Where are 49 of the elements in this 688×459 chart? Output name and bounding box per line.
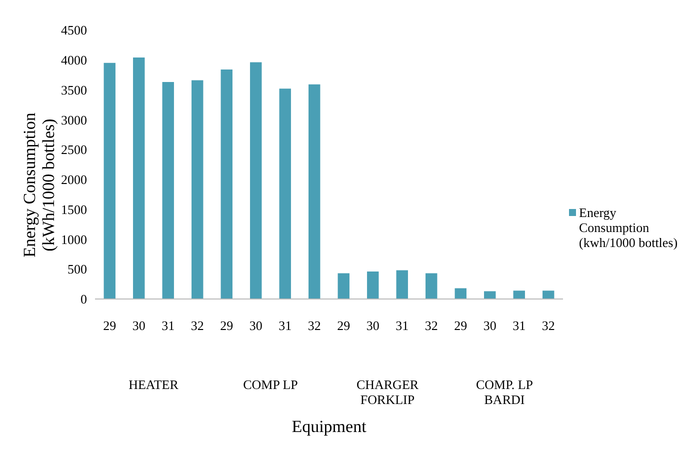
bar (338, 273, 350, 299)
y-tick-label: 2500 (61, 142, 87, 158)
bar (279, 88, 291, 299)
bar (250, 62, 262, 299)
bar (367, 272, 379, 299)
y-axis-title: Energy Consumption (kWh/1000 bottles) (20, 111, 59, 259)
legend-label: Energy Consumption (kwh/1000 bottles) (579, 205, 679, 250)
x-tick-label: 30 (366, 318, 380, 334)
x-tick-label: 29 (337, 318, 350, 334)
y-tick-label: 2000 (61, 172, 87, 188)
x-tick-label: 31 (396, 318, 409, 334)
bar (426, 273, 438, 299)
text: CHARGER FORKLIP (355, 377, 420, 407)
bar (454, 288, 466, 299)
x-tick-label: 30 (132, 318, 146, 334)
bar (308, 84, 320, 299)
bar (162, 82, 174, 299)
x-tick-label: 30 (249, 318, 262, 334)
x-tick-label: 29 (220, 318, 234, 334)
x-tick-label: 31 (512, 318, 526, 334)
x-tick-label: 29 (103, 318, 116, 334)
x-tick-label: 31 (278, 318, 292, 334)
text: HEATER (128, 377, 180, 392)
bar (396, 270, 408, 299)
y-tick-label: 0 (80, 292, 87, 307)
x-tick-label: 31 (162, 318, 175, 334)
y-tick-label: 1500 (61, 202, 87, 217)
y-tick-label: 3500 (61, 82, 87, 98)
y-tick-label: 4000 (61, 52, 87, 68)
text: COMP. LP BARDI (474, 377, 534, 407)
x-tick-label: 32 (424, 318, 438, 334)
bar (192, 80, 204, 299)
bar (484, 291, 496, 299)
bar (133, 58, 145, 299)
y-tick-label: 500 (68, 262, 87, 277)
x-tick-label: 30 (483, 318, 496, 334)
x-tick-label: 32 (542, 318, 555, 334)
text: COMP LP (242, 377, 299, 392)
y-tick-label: 3000 (61, 112, 87, 128)
x-tick-label: 32 (190, 318, 204, 334)
bar (104, 62, 116, 299)
y-tick-label: 1000 (61, 232, 87, 247)
bar (220, 69, 232, 299)
x-axis-title: Equipment (290, 417, 368, 437)
x-tick-label: 32 (308, 318, 321, 334)
bar (513, 290, 525, 299)
bar (542, 290, 554, 299)
x-tick-label: 29 (454, 318, 468, 334)
y-tick-label: 4500 (61, 22, 87, 38)
